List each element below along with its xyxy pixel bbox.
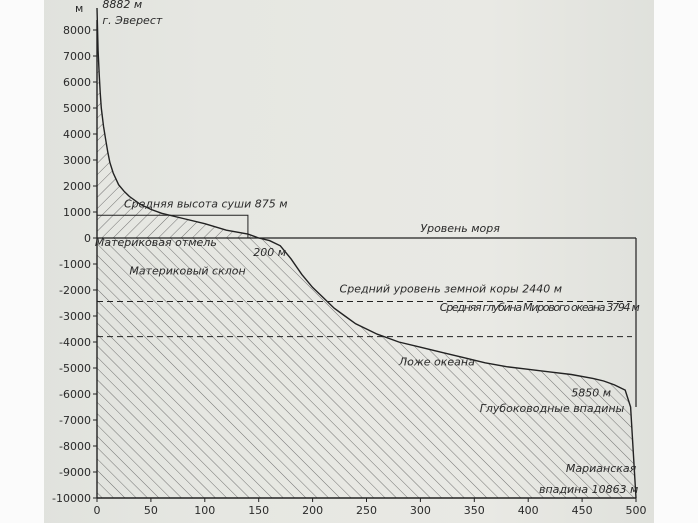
y-tick-label: -6000 (59, 388, 91, 401)
y-tick-label: 1000 (63, 206, 91, 219)
ocean-crust-area (97, 8, 636, 498)
y-tick-label: 2000 (63, 180, 91, 193)
x-tick-label: 200 (302, 504, 323, 517)
left-frame (0, 0, 44, 523)
x-tick-label: 450 (572, 504, 593, 517)
annotation-9: впадина 10863 м (539, 483, 638, 496)
y-tick-label: 3000 (63, 154, 91, 167)
x-tick-label: 350 (464, 504, 485, 517)
y-tick-label: -10000 (52, 492, 91, 505)
annotation-1: г. Эверест (102, 14, 163, 27)
average-land-height-line (97, 214, 249, 238)
annotation-3: 200 м (253, 246, 286, 259)
y-tick-label: -2000 (59, 284, 91, 297)
crust-level-label: Средний уровень земной коры 2440 м (340, 282, 562, 295)
y-tick-label: 8000 (63, 24, 91, 37)
y-tick-label: 0 (84, 232, 91, 245)
y-tick-label: 6000 (63, 76, 91, 89)
annotation-6: 5850 м (571, 387, 611, 400)
x-tick-label: 100 (194, 504, 215, 517)
x-tick-label: 0 (94, 504, 101, 517)
annotation-8: Марианская (566, 462, 637, 475)
y-unit-label: м (75, 2, 83, 15)
y-tick-label: -8000 (59, 440, 91, 453)
annotation-5: Ложе океана (398, 355, 475, 368)
annotation-0: 8882 м (102, 0, 142, 11)
y-tick-label: 7000 (63, 50, 91, 63)
y-tick-label: -7000 (59, 414, 91, 427)
x-tick-label: 50 (144, 504, 158, 517)
annotation-7: Глубоководные впадины (480, 402, 625, 415)
sea-level-label: Уровень моря (420, 222, 500, 235)
x-tick-label: 400 (518, 504, 539, 517)
y-tick-label: -3000 (59, 310, 91, 323)
x-tick-label: 250 (356, 504, 377, 517)
y-tick-label: -5000 (59, 362, 91, 375)
annotation-2: Материковая отмель (95, 236, 217, 249)
ocean-depth-label: Средняя глубина Мирового океана 3794 м (440, 301, 640, 314)
y-tick-label: -9000 (59, 466, 91, 479)
y-tick-label: 4000 (63, 128, 91, 141)
annotation-4: Материковый склон (129, 264, 245, 277)
right-frame (654, 0, 698, 523)
hypsographic-curve (96, 7, 637, 499)
x-tick-label: 150 (248, 504, 269, 517)
average-land-height-label: Средняя высота суши 875 м (124, 197, 288, 210)
y-tick-label: -4000 (59, 336, 91, 349)
x-tick-label: 300 (410, 504, 431, 517)
y-tick-label: 5000 (63, 102, 91, 115)
y-tick-label: -1000 (59, 258, 91, 271)
x-tick-label: 500 (626, 504, 647, 517)
